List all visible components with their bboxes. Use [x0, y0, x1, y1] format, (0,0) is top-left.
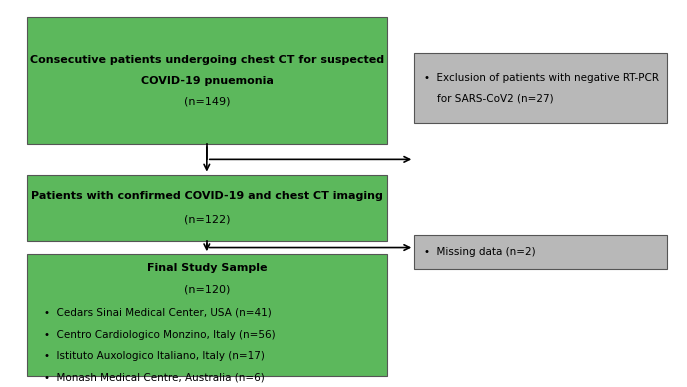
Text: •  Monash Medical Centre, Australia (n=6): • Monash Medical Centre, Australia (n=6)	[44, 373, 264, 383]
Text: •  Cedars Sinai Medical Center, USA (n=41): • Cedars Sinai Medical Center, USA (n=41…	[44, 308, 271, 318]
Text: •  Istituto Auxologico Italiano, Italy (n=17): • Istituto Auxologico Italiano, Italy (n…	[44, 351, 264, 361]
Text: •  Missing data (n=2): • Missing data (n=2)	[425, 247, 536, 257]
Text: •  Centro Cardiologico Monzino, Italy (n=56): • Centro Cardiologico Monzino, Italy (n=…	[44, 330, 275, 339]
Text: •  Exclusion of patients with negative RT-PCR: • Exclusion of patients with negative RT…	[425, 73, 660, 83]
FancyBboxPatch shape	[27, 175, 387, 241]
Text: Patients with confirmed COVID-19 and chest CT imaging: Patients with confirmed COVID-19 and che…	[31, 191, 383, 201]
Text: for SARS-CoV2 (n=27): for SARS-CoV2 (n=27)	[425, 94, 554, 104]
FancyBboxPatch shape	[27, 254, 387, 375]
Text: Consecutive patients undergoing chest CT for suspected: Consecutive patients undergoing chest CT…	[30, 55, 384, 65]
FancyBboxPatch shape	[414, 235, 666, 269]
Text: Final Study Sample: Final Study Sample	[147, 264, 267, 273]
Text: (n=122): (n=122)	[184, 214, 230, 224]
Text: (n=120): (n=120)	[184, 284, 230, 294]
Text: COVID-19 pnuemonia: COVID-19 pnuemonia	[141, 76, 273, 86]
Text: (n=149): (n=149)	[184, 96, 230, 106]
FancyBboxPatch shape	[414, 53, 666, 123]
FancyBboxPatch shape	[27, 17, 387, 144]
